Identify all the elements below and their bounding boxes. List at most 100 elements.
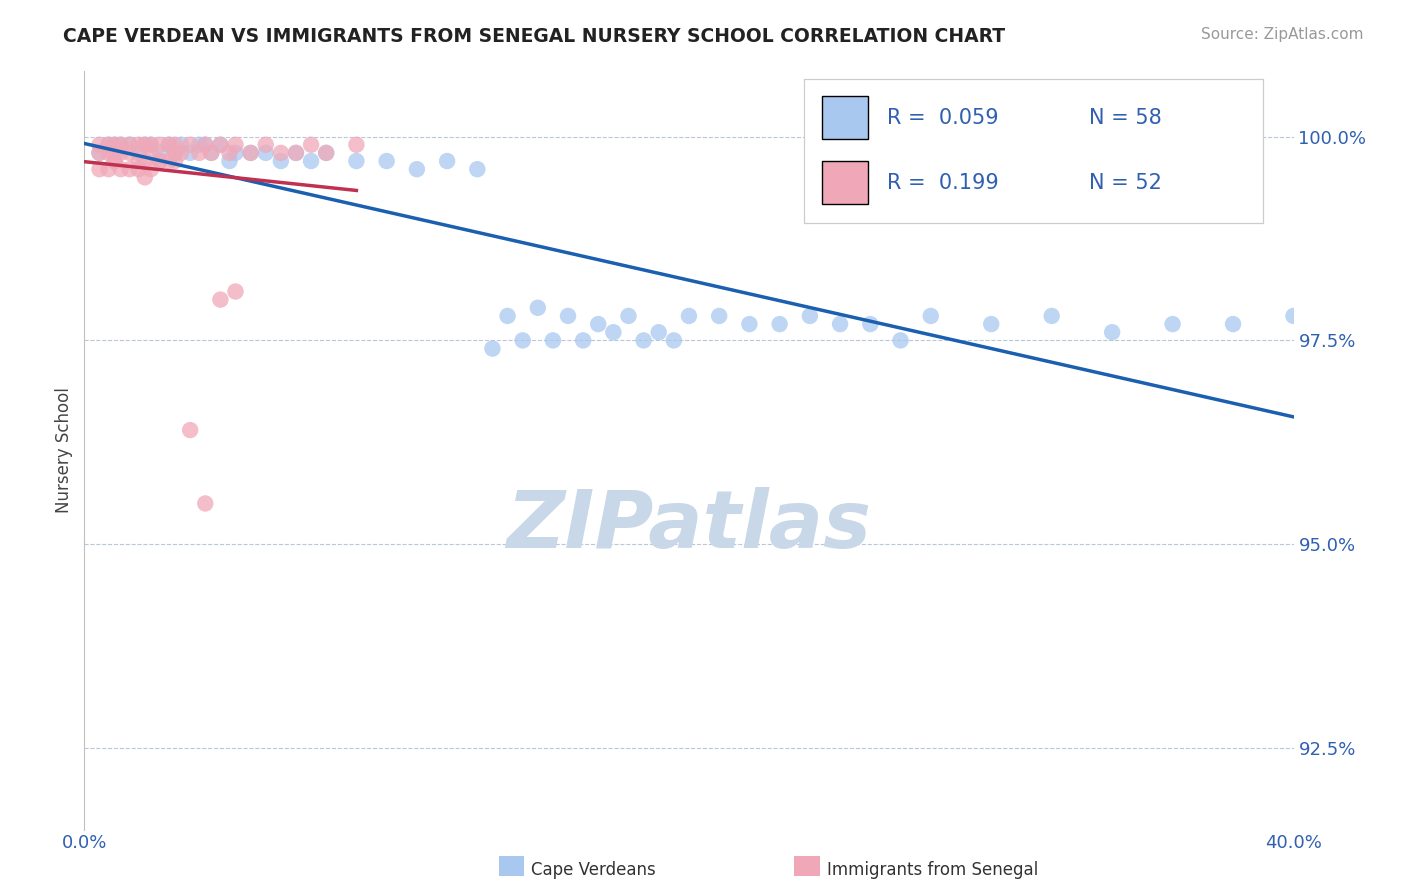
Point [179, 423, 201, 437]
Point [134, 170, 156, 185]
Point [285, 145, 308, 160]
Point [218, 154, 240, 169]
Point [128, 154, 150, 169]
Point [602, 325, 624, 339]
Point [799, 309, 821, 323]
Text: Source: ZipAtlas.com: Source: ZipAtlas.com [1201, 27, 1364, 42]
Point [157, 137, 180, 152]
Point [128, 162, 150, 177]
Point [170, 137, 193, 152]
Point [165, 145, 187, 160]
Point [315, 145, 337, 160]
Point [662, 334, 685, 348]
Text: CAPE VERDEAN VS IMMIGRANTS FROM SENEGAL NURSERY SCHOOL CORRELATION CHART: CAPE VERDEAN VS IMMIGRANTS FROM SENEGAL … [63, 27, 1005, 45]
Point [572, 334, 595, 348]
Point [104, 137, 127, 152]
Point [179, 145, 201, 160]
Point [270, 145, 292, 160]
Point [89, 137, 111, 152]
Point [170, 145, 193, 160]
Point [285, 145, 308, 160]
Point [165, 154, 187, 169]
Point [209, 293, 232, 307]
Point [346, 154, 368, 169]
Point [557, 309, 579, 323]
Point [541, 334, 564, 348]
Y-axis label: Nursery School: Nursery School [55, 387, 73, 514]
Point [89, 145, 111, 160]
Point [633, 334, 655, 348]
Point [200, 145, 222, 160]
Point [270, 154, 292, 169]
Point [194, 496, 217, 510]
Point [118, 137, 141, 152]
Point [97, 162, 120, 177]
Point [1040, 309, 1063, 323]
Point [194, 137, 217, 152]
Point [97, 145, 120, 160]
Point [128, 137, 150, 152]
Point [769, 317, 792, 331]
Point [375, 154, 398, 169]
Point [1101, 325, 1123, 339]
Point [149, 154, 172, 169]
Point [588, 317, 610, 331]
Point [254, 137, 277, 152]
Point [188, 137, 211, 152]
Point [134, 137, 156, 152]
Point [346, 137, 368, 152]
Point [920, 309, 942, 323]
Point [678, 309, 700, 323]
Point [139, 162, 162, 177]
Point [118, 162, 141, 177]
Point [890, 334, 912, 348]
Point [104, 145, 127, 160]
Point [128, 145, 150, 160]
Point [209, 137, 232, 152]
Point [225, 285, 247, 299]
Point [165, 137, 187, 152]
Point [1282, 309, 1305, 323]
Point [97, 137, 120, 152]
Point [149, 137, 172, 152]
Point [110, 137, 132, 152]
Point [315, 145, 337, 160]
Point [738, 317, 761, 331]
Point [254, 145, 277, 160]
Point [527, 301, 550, 315]
Point [118, 145, 141, 160]
Point [194, 137, 217, 152]
Point [299, 154, 322, 169]
Point [149, 145, 172, 160]
Point [859, 317, 882, 331]
Point [225, 145, 247, 160]
Point [110, 145, 132, 160]
Point [110, 162, 132, 177]
Point [496, 309, 519, 323]
Point [617, 309, 640, 323]
Point [209, 137, 232, 152]
Text: Immigrants from Senegal: Immigrants from Senegal [827, 861, 1038, 879]
Point [239, 145, 262, 160]
Point [104, 137, 127, 152]
Point [134, 154, 156, 169]
Text: ZIPatlas: ZIPatlas [506, 487, 872, 566]
Point [188, 145, 211, 160]
Point [980, 317, 1002, 331]
Point [139, 137, 162, 152]
Point [157, 154, 180, 169]
Point [104, 154, 127, 169]
Text: Cape Verdeans: Cape Verdeans [531, 861, 657, 879]
Point [104, 154, 127, 169]
Point [200, 145, 222, 160]
Point [149, 154, 172, 169]
Point [157, 137, 180, 152]
Point [406, 162, 429, 177]
Point [134, 137, 156, 152]
Point [709, 309, 731, 323]
Point [89, 162, 111, 177]
Point [97, 137, 120, 152]
Point [218, 145, 240, 160]
Point [481, 342, 503, 356]
Point [139, 145, 162, 160]
